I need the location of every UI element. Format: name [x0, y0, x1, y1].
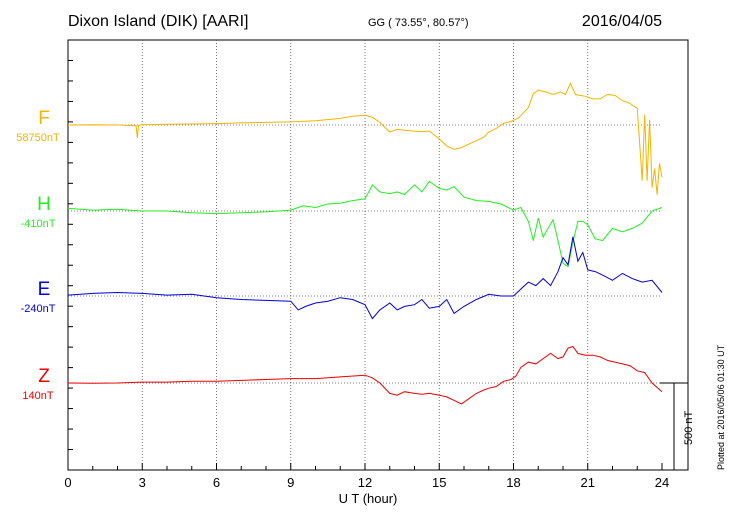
grid-lines [68, 40, 662, 470]
x-tick-label: 6 [213, 475, 220, 490]
channel-labels: F 58750nT H -410nT E -240nT Z 140nT [16, 108, 60, 402]
x-tick-label: 15 [432, 475, 446, 490]
x-tick-label: 0 [64, 475, 71, 490]
x-tick-label: 24 [655, 475, 669, 490]
x-tick-labels: 0 3 6 9 12 15 18 21 24 [64, 475, 669, 490]
series-line-h [67, 180, 663, 268]
plotted-at-note: Plotted at 2016/05/06 01:30 UT [716, 344, 726, 470]
x-tick-label: 12 [358, 475, 372, 490]
axis-ticks [67, 39, 663, 471]
series-line-f [67, 81, 663, 195]
x-axis-label: U T (hour) [339, 491, 398, 506]
x-tick-label: 3 [139, 475, 146, 490]
x-tick-label: 18 [506, 475, 520, 490]
station-title: Dixon Island (DIK) [AARI] [68, 13, 249, 30]
station-coords: GG ( 73.55°, 80.57°) [368, 17, 469, 29]
x-tick-label: 21 [581, 475, 595, 490]
scale-bar: 500 nT [660, 382, 695, 470]
channel-name-e: E [38, 279, 51, 300]
series-line-z [67, 345, 663, 405]
series-layer [67, 81, 663, 405]
channel-baseline-h: -410nT [21, 218, 56, 230]
channel-name-h: H [37, 194, 51, 215]
plot-frame [67, 39, 689, 471]
scale-bar-label: 500 nT [683, 410, 695, 445]
channel-name-f: F [38, 108, 50, 129]
channel-baseline-z: 140nT [22, 390, 53, 402]
channel-name-z: Z [38, 366, 50, 387]
channel-baseline-f: 58750nT [16, 132, 60, 144]
x-tick-label: 9 [287, 475, 294, 490]
series-line-e [67, 236, 663, 320]
channel-baseline-e: -240nT [21, 303, 56, 315]
plot-date: 2016/04/05 [582, 13, 662, 30]
